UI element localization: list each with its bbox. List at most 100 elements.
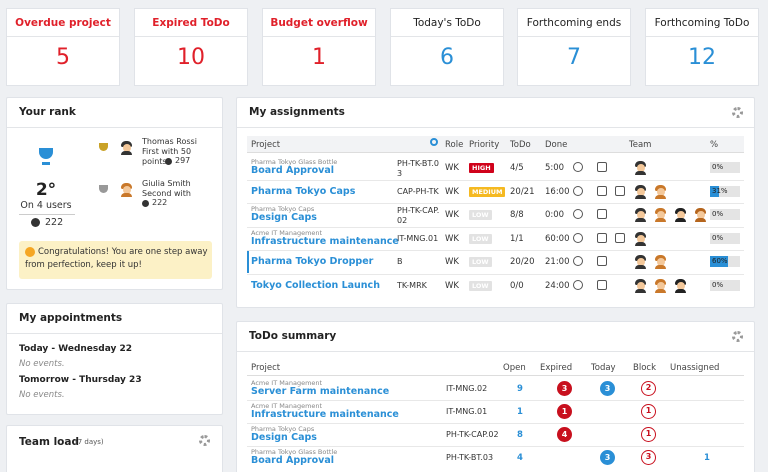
leader-text: Second with (142, 189, 191, 198)
count-badge: 1 (641, 427, 656, 442)
project-link[interactable]: Tokyo Collection Launch (251, 279, 380, 291)
role: WK (445, 233, 459, 244)
project-link[interactable]: Design Caps (251, 432, 317, 443)
points-icon (165, 158, 172, 165)
open-count[interactable]: 9 (517, 384, 523, 394)
settings-button[interactable] (199, 435, 210, 446)
progress-label: 0% (712, 233, 724, 242)
client-name: Acme IT Management (251, 228, 323, 237)
project-link[interactable]: Board Approval (251, 455, 334, 466)
client-name: Pharma Tokyo Caps (251, 425, 315, 433)
avatar-face (636, 211, 645, 219)
role: WK (445, 186, 459, 197)
project-link[interactable]: Infrastructure maintenance (251, 409, 399, 420)
unassigned-count[interactable]: 1 (704, 453, 710, 463)
kpi-card: Overdue project 5 (6, 8, 120, 86)
count-badge: 3 (641, 450, 656, 465)
avatar (674, 278, 687, 293)
row-separator (247, 203, 744, 204)
avatar-body (635, 171, 646, 175)
done-time: 21:00 (545, 257, 570, 267)
count-badge: 3 (600, 381, 615, 396)
settings-button[interactable] (732, 331, 743, 342)
column-header: Team (629, 140, 652, 150)
avatar-body (635, 288, 646, 293)
row-separator (247, 273, 744, 275)
separator (19, 214, 75, 215)
open-count[interactable]: 8 (517, 430, 523, 440)
rank-message: Congratulations! You are one step away f… (25, 247, 208, 270)
progress-bar: 0% (710, 209, 740, 220)
role: WK (445, 280, 459, 291)
priority-badge: LOW (469, 280, 492, 291)
panel: My assignments Project Role Priority ToDo Don… (236, 97, 755, 308)
avatar-face (122, 144, 131, 152)
kpi-label: Today's ToDo (413, 17, 481, 29)
open-count[interactable]: 4 (517, 453, 523, 463)
progress-label: 0% (712, 210, 724, 218)
day-note: No events. (19, 390, 65, 400)
done-time: 60:00 (545, 233, 570, 244)
row-separator (247, 446, 744, 447)
panel-title: My assignments (249, 106, 345, 118)
kpi-value: 10 (177, 45, 205, 70)
done-time: 0:00 (545, 210, 565, 220)
avatar (674, 208, 687, 222)
progress-fill (710, 185, 720, 197)
separator (7, 127, 222, 128)
clock-icon (573, 185, 583, 196)
chat-icon (615, 232, 625, 243)
project-code: PH-TK-BT.03 (446, 453, 494, 462)
todo-count: 1/1 (510, 233, 524, 244)
search-icon[interactable] (430, 138, 438, 146)
done-time: 24:00 (545, 280, 570, 291)
priority-badge: LOW (469, 233, 492, 244)
kpi-value: 12 (688, 45, 716, 70)
project-code: PH-TK-BT.03 (397, 159, 439, 178)
open-count[interactable]: 1 (517, 407, 523, 417)
kpi-label: Expired ToDo (152, 17, 230, 29)
separator (518, 36, 630, 37)
project-link[interactable]: Infrastructure maintenance (251, 235, 399, 247)
column-header: Block (633, 363, 656, 373)
settings-button[interactable] (732, 107, 743, 118)
column-header: Priority (469, 140, 500, 150)
count-badge: 1 (557, 404, 572, 419)
kpi-label: Budget overflow (270, 17, 368, 29)
priority-badge: LOW (469, 210, 492, 220)
project-link[interactable]: Pharma Tokyo Caps (251, 185, 356, 197)
clock-icon (573, 279, 583, 290)
progress-label: 60% (712, 257, 728, 265)
project-code: PH-TK-CAP.02 (397, 206, 440, 225)
avatar-face (656, 187, 665, 196)
table-header (247, 360, 744, 376)
row-highlight (247, 251, 249, 273)
progress-bar: 31% (710, 185, 740, 197)
panel: Your rank 2° On 4 users 222 Thomas Rossi Firs… (6, 97, 223, 290)
avatar (120, 141, 133, 155)
clock-icon (573, 162, 583, 172)
link-icon (597, 209, 607, 219)
day-note: No events. (19, 359, 65, 369)
column-header: Unassigned (670, 363, 720, 373)
todo-count: 20/21 (510, 186, 535, 197)
leader-points: 222 (152, 198, 168, 207)
project-link[interactable]: Pharma Tokyo Dropper (251, 256, 374, 267)
avatar-face (656, 258, 665, 266)
avatar-face (636, 281, 645, 290)
kpi-value: 1 (312, 45, 326, 70)
day-label: Tomorrow - Thursday 23 (19, 375, 142, 385)
project-code: CAP-PH-TK (397, 186, 439, 196)
panel: Team load (7 days) (6, 425, 223, 472)
project-link[interactable]: Design Caps (251, 212, 317, 223)
link-icon (597, 185, 607, 196)
avatar (634, 184, 647, 199)
client-name: Pharma Tokyo Glass Bottle (251, 448, 338, 456)
count-badge: 3 (600, 450, 615, 465)
project-link[interactable]: Server Farm maintenance (251, 386, 390, 397)
project-link[interactable]: Board Approval (251, 165, 334, 176)
progress-bar: 60% (710, 256, 740, 267)
rank-score: 222 (45, 217, 64, 228)
avatar-body (635, 241, 646, 246)
